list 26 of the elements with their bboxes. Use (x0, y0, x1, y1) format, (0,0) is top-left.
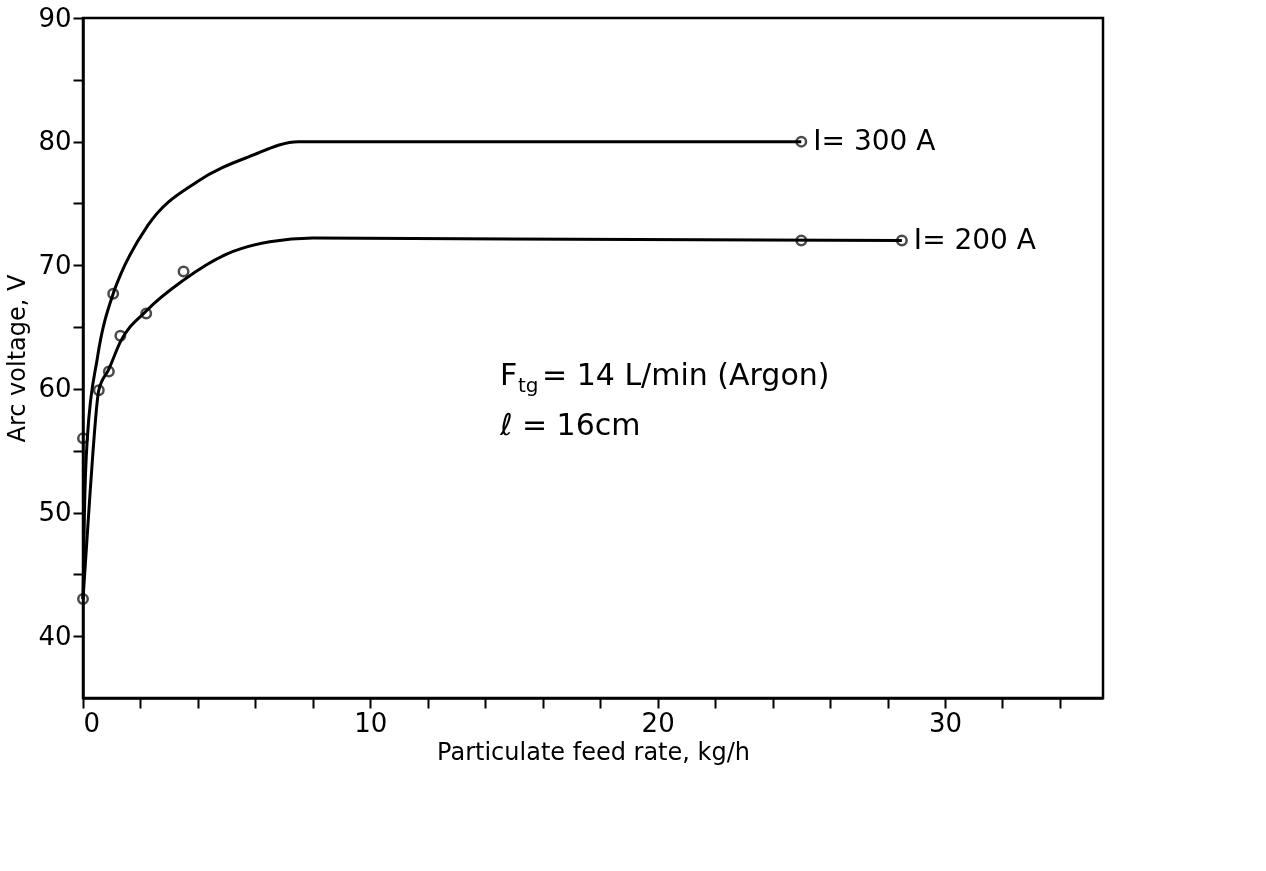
series-label: I= 200 A (913, 222, 1036, 256)
series-label: I= 300 A (813, 123, 936, 157)
x-tick-label: 30 (928, 707, 963, 738)
point (795, 234, 808, 247)
point (102, 365, 115, 378)
point (77, 593, 89, 606)
annotation: ℓ = 16cm (499, 407, 641, 442)
point (77, 432, 89, 445)
y-tick-label: 60 (38, 373, 72, 404)
x-tick-label: 10 (354, 707, 388, 738)
y-tick-label: 40 (38, 620, 72, 651)
x-axis-title: Particulate feed rate, kg/h (437, 737, 750, 766)
y-axis-title: Arc voltage, V (3, 273, 32, 443)
y-tick-label: 70 (38, 249, 72, 280)
point (795, 135, 808, 148)
point (92, 384, 105, 397)
y-tick-label: 80 (38, 126, 72, 157)
x-tick-label: 20 (641, 707, 675, 738)
x-tick-label: 0 (83, 707, 101, 738)
point (895, 234, 908, 247)
y-tick-label: 50 (38, 497, 72, 528)
point (114, 329, 127, 342)
point (140, 307, 153, 320)
point (107, 287, 120, 300)
y-tick-label: 90 (38, 2, 72, 33)
point (177, 265, 190, 278)
